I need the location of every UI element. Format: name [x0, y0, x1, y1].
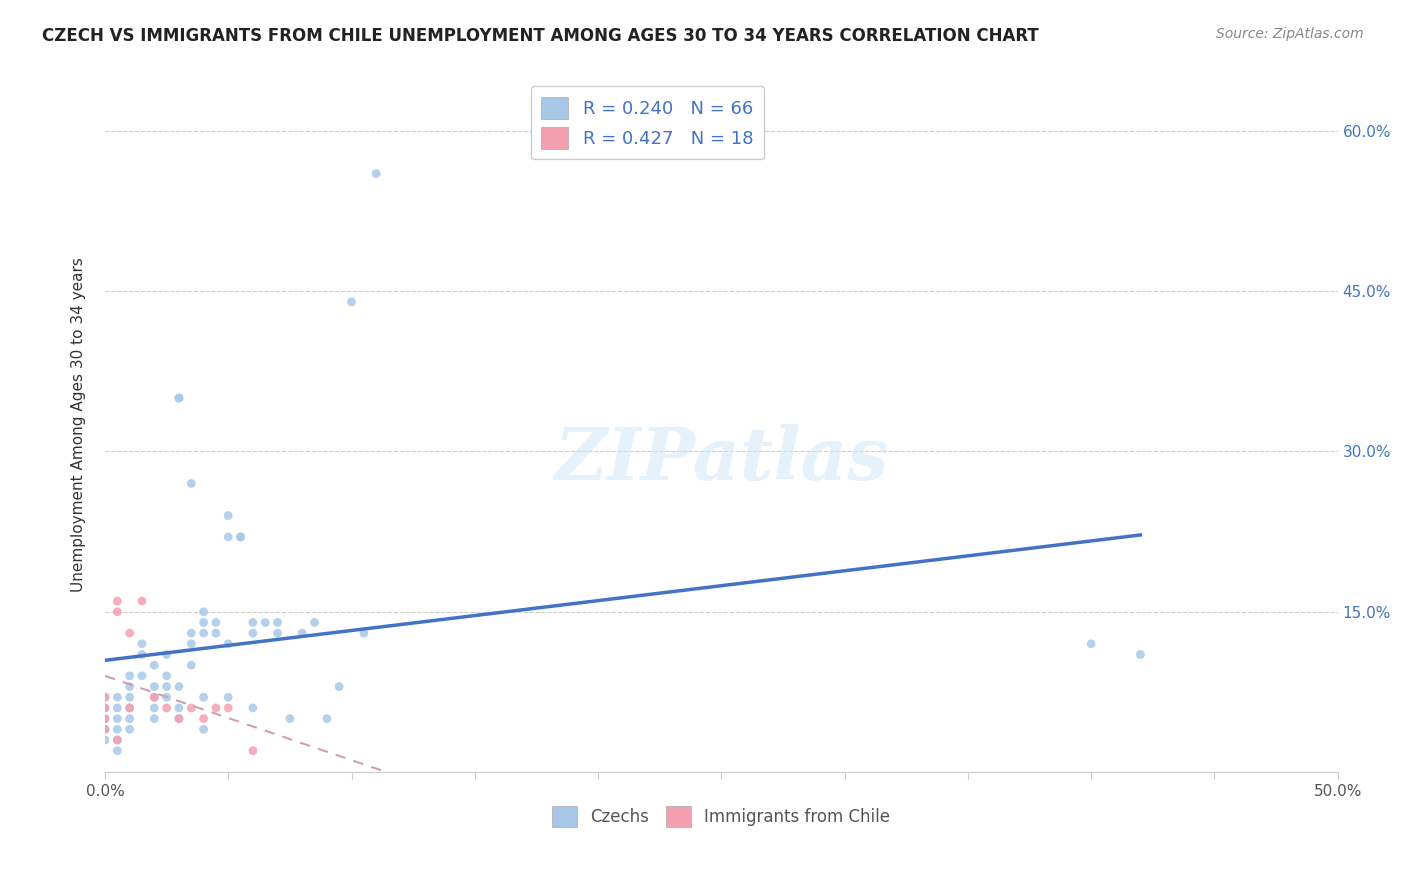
Point: [118, 626, 141, 640]
Point: [180, 637, 202, 651]
Point: [105, 690, 128, 705]
Point: [118, 723, 141, 737]
Text: Source: ZipAtlas.com: Source: ZipAtlas.com: [1216, 27, 1364, 41]
Point: [353, 626, 375, 640]
Point: [94, 690, 117, 705]
Point: [167, 391, 190, 405]
Point: [105, 733, 128, 747]
Legend: Czechs, Immigrants from Chile: Czechs, Immigrants from Chile: [546, 799, 897, 833]
Point: [266, 626, 288, 640]
Point: [1129, 648, 1152, 662]
Point: [193, 615, 215, 630]
Point: [94, 701, 117, 715]
Point: [217, 690, 239, 705]
Point: [340, 294, 363, 309]
Point: [105, 733, 128, 747]
Point: [118, 701, 141, 715]
Point: [118, 701, 141, 715]
Point: [242, 744, 264, 758]
Point: [156, 680, 179, 694]
Point: [180, 626, 202, 640]
Point: [105, 701, 128, 715]
Point: [105, 744, 128, 758]
Point: [205, 615, 228, 630]
Point: [131, 637, 153, 651]
Point: [242, 615, 264, 630]
Point: [217, 701, 239, 715]
Point: [278, 712, 301, 726]
Point: [143, 690, 166, 705]
Point: [315, 712, 337, 726]
Point: [143, 712, 166, 726]
Point: [366, 167, 388, 181]
Point: [131, 594, 153, 608]
Point: [94, 690, 117, 705]
Point: [143, 701, 166, 715]
Point: [131, 669, 153, 683]
Point: [217, 530, 239, 544]
Point: [217, 508, 239, 523]
Point: [193, 690, 215, 705]
Point: [266, 615, 288, 630]
Y-axis label: Unemployment Among Ages 30 to 34 years: Unemployment Among Ages 30 to 34 years: [72, 257, 86, 592]
Point: [254, 615, 277, 630]
Point: [167, 712, 190, 726]
Point: [304, 615, 326, 630]
Point: [105, 594, 128, 608]
Point: [105, 723, 128, 737]
Point: [118, 690, 141, 705]
Point: [94, 712, 117, 726]
Point: [118, 712, 141, 726]
Point: [143, 658, 166, 673]
Point: [156, 648, 179, 662]
Point: [291, 626, 314, 640]
Point: [229, 530, 252, 544]
Point: [242, 626, 264, 640]
Point: [242, 701, 264, 715]
Text: CZECH VS IMMIGRANTS FROM CHILE UNEMPLOYMENT AMONG AGES 30 TO 34 YEARS CORRELATIO: CZECH VS IMMIGRANTS FROM CHILE UNEMPLOYM…: [42, 27, 1039, 45]
Point: [180, 701, 202, 715]
Point: [156, 690, 179, 705]
Point: [193, 626, 215, 640]
Point: [118, 680, 141, 694]
Point: [217, 637, 239, 651]
Point: [180, 658, 202, 673]
Point: [193, 605, 215, 619]
Point: [205, 626, 228, 640]
Point: [167, 680, 190, 694]
Point: [193, 712, 215, 726]
Point: [131, 648, 153, 662]
Point: [94, 733, 117, 747]
Point: [193, 723, 215, 737]
Point: [167, 391, 190, 405]
Point: [143, 690, 166, 705]
Text: ZIPatlas: ZIPatlas: [554, 424, 889, 495]
Point: [94, 712, 117, 726]
Point: [1080, 637, 1102, 651]
Point: [167, 712, 190, 726]
Point: [143, 680, 166, 694]
Point: [229, 530, 252, 544]
Point: [94, 723, 117, 737]
Point: [328, 680, 350, 694]
Point: [94, 723, 117, 737]
Point: [205, 701, 228, 715]
Point: [118, 669, 141, 683]
Point: [94, 701, 117, 715]
Point: [105, 712, 128, 726]
Point: [105, 605, 128, 619]
Point: [180, 476, 202, 491]
Point: [156, 669, 179, 683]
Point: [167, 701, 190, 715]
Point: [156, 701, 179, 715]
